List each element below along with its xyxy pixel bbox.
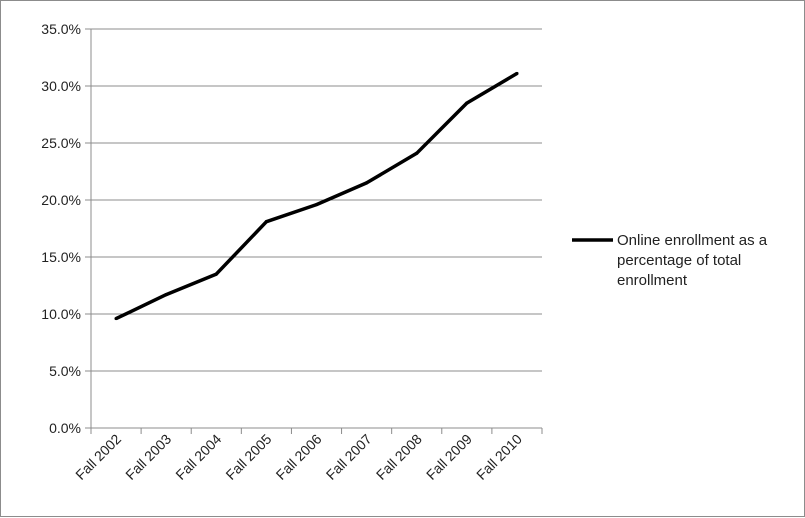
y-tick-label: 30.0% xyxy=(41,78,81,94)
data-point xyxy=(264,220,268,224)
x-tick-label: Fall 2010 xyxy=(473,431,525,483)
data-point xyxy=(164,293,168,297)
y-tick-label: 35.0% xyxy=(41,21,81,37)
x-tick-label: Fall 2006 xyxy=(273,431,325,483)
x-tick-label: Fall 2002 xyxy=(72,431,124,483)
data-point xyxy=(214,272,218,276)
y-tick-label: 10.0% xyxy=(41,306,81,322)
legend-label: enrollment xyxy=(617,272,688,289)
x-tick-label: Fall 2008 xyxy=(373,431,425,483)
x-tick-label: Fall 2009 xyxy=(423,431,475,483)
x-tick-label: Fall 2003 xyxy=(122,431,174,483)
data-point xyxy=(515,71,519,76)
y-tick-label: 0.0% xyxy=(49,420,81,436)
y-tick-label: 15.0% xyxy=(41,249,81,265)
x-tick-label: Fall 2007 xyxy=(323,431,375,483)
data-point xyxy=(415,151,419,155)
legend-label: Online enrollment as a xyxy=(617,232,768,249)
x-tick-label: Fall 2005 xyxy=(222,431,274,483)
y-tick-label: 5.0% xyxy=(49,363,81,379)
data-point xyxy=(314,202,319,207)
data-point xyxy=(465,101,469,105)
y-tick-label: 20.0% xyxy=(41,192,81,208)
data-point xyxy=(114,316,118,321)
data-point xyxy=(365,181,369,185)
x-tick-label: Fall 2004 xyxy=(172,431,224,483)
legend-label: percentage of total xyxy=(617,252,741,269)
series-line xyxy=(115,71,518,321)
y-tick-label: 25.0% xyxy=(41,135,81,151)
legend: Online enrollment as a percentage of tota… xyxy=(572,232,768,289)
